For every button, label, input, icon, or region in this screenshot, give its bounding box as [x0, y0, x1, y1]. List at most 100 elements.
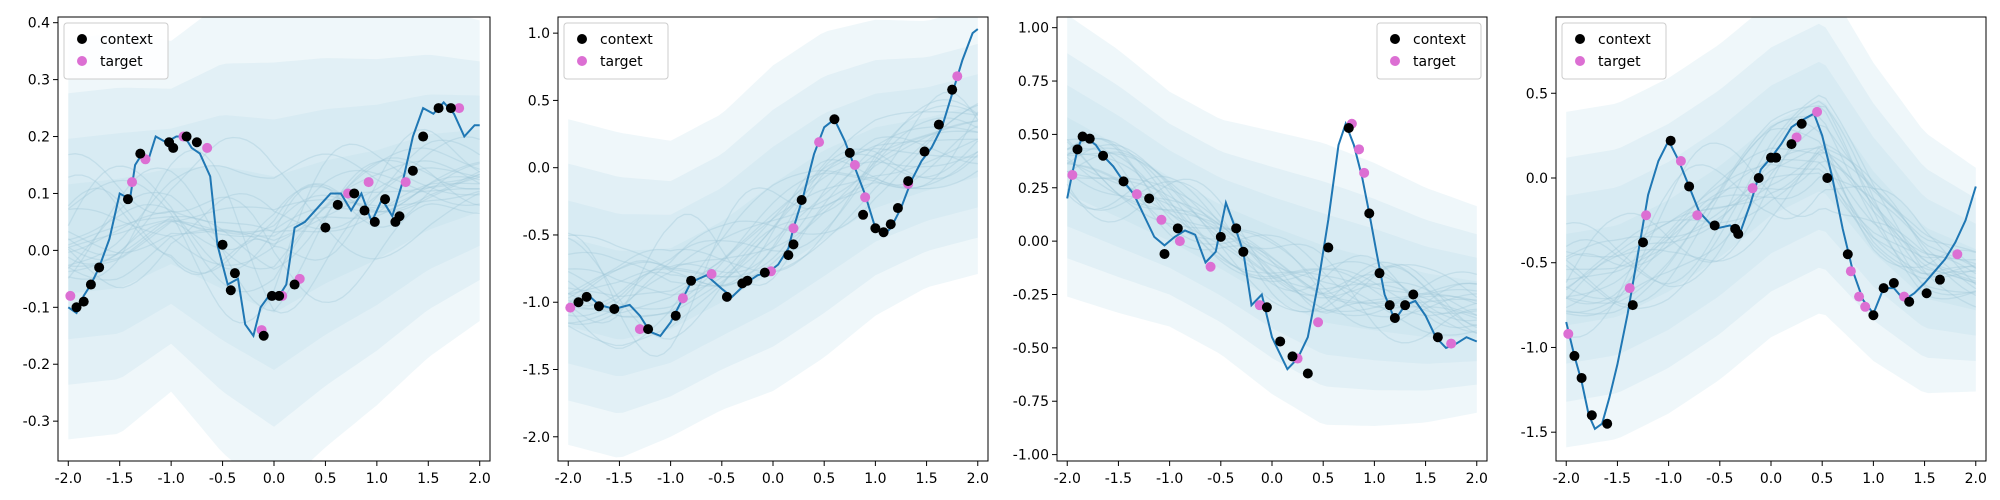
- uncertainty-band: [68, 94, 480, 370]
- uncertainty-band: [68, 17, 480, 461]
- context-point: [168, 142, 179, 153]
- context-point: [266, 290, 277, 301]
- uncertainty-band: [1067, 53, 1477, 391]
- context-point: [258, 330, 269, 341]
- x-tick-label: -1.0: [1655, 471, 1682, 487]
- context-point: [1084, 133, 1095, 144]
- context-point: [796, 194, 807, 205]
- sample-path: [67, 159, 480, 312]
- context-point: [643, 324, 654, 335]
- x-tick-label: -1.5: [1105, 471, 1132, 487]
- context-point: [418, 131, 429, 142]
- sample-path: [567, 110, 978, 347]
- context-point: [1878, 283, 1889, 294]
- plot-area: [65, 17, 481, 461]
- context-point: [1287, 351, 1298, 362]
- sample-path: [1066, 175, 1477, 344]
- context-point: [573, 297, 584, 308]
- sample-path: [67, 139, 481, 289]
- legend-marker-target: [77, 56, 87, 66]
- uncertainty-band: [568, 74, 978, 376]
- context-point: [1602, 418, 1613, 429]
- sample-path: [67, 157, 480, 270]
- sample-path: [568, 117, 979, 317]
- sample-path: [68, 169, 480, 266]
- plot-area: [1563, 17, 1977, 448]
- context-point: [1215, 231, 1226, 242]
- subplot-3: -2.0 -1.5 -1.0 -0.5 0.0 0.5 1.0 1.5 2.0 -1.00 -0.7…: [1013, 16, 1488, 487]
- context-point: [609, 303, 620, 314]
- context-point: [1753, 172, 1764, 183]
- sample-path: [1566, 115, 1976, 304]
- context-point: [135, 148, 146, 159]
- y-tick-label: 0.25: [1018, 181, 1049, 197]
- context-point: [885, 219, 896, 230]
- uncertainty-band: [1566, 17, 1976, 448]
- y-tick-label: -0.50: [1013, 341, 1049, 357]
- sample-path: [68, 170, 480, 249]
- target-point: [1205, 261, 1216, 272]
- context-point: [349, 188, 360, 199]
- legend-label-target: target: [1598, 54, 1641, 70]
- x-tick-label: -0.5: [1207, 471, 1234, 487]
- context-point: [433, 103, 444, 114]
- sample-path: [67, 176, 480, 270]
- context-point: [445, 103, 456, 114]
- context-point: [892, 203, 903, 214]
- sample-path: [1565, 151, 1976, 309]
- target-point: [677, 293, 688, 304]
- context-point: [225, 285, 236, 296]
- context-point: [670, 310, 681, 321]
- sample-path: [68, 136, 481, 273]
- x-tick-label: -1.0: [157, 471, 184, 487]
- uncertainty-band: [1067, 117, 1477, 338]
- x-tick-label: 2.0: [1466, 471, 1488, 487]
- context-point: [870, 223, 881, 234]
- sample-path: [67, 175, 480, 265]
- target-point: [1354, 144, 1365, 155]
- target-point: [1624, 283, 1635, 294]
- context-point: [1888, 278, 1899, 289]
- x-tick-label: 1.5: [417, 471, 439, 487]
- plot-area: [565, 17, 979, 458]
- y-tick-label: 0.0: [1526, 171, 1548, 187]
- legend-label-target: target: [100, 54, 143, 70]
- x-tick-label: 1.5: [1913, 471, 1935, 487]
- context-point: [1172, 223, 1183, 234]
- legend-marker-target: [1575, 56, 1585, 66]
- context-point: [289, 279, 300, 290]
- legend-box: [1376, 22, 1482, 80]
- target-point: [1812, 106, 1823, 117]
- context-point: [1098, 150, 1109, 161]
- y-tick-label: -0.5: [523, 228, 550, 244]
- x-tick-label: 0.5: [1312, 471, 1334, 487]
- x-tick-label: -1.5: [1604, 471, 1631, 487]
- sample-path: [1565, 151, 1977, 291]
- legend-marker-context: [577, 34, 587, 44]
- context-point: [1786, 139, 1797, 150]
- target-point: [400, 177, 411, 188]
- y-tick-label: -1.00: [1013, 448, 1049, 464]
- sample-path: [68, 173, 480, 254]
- context-point: [858, 209, 869, 220]
- x-tick-label: 0.0: [1760, 471, 1782, 487]
- sample-path: [1566, 145, 1977, 281]
- target-point: [1313, 317, 1324, 328]
- context-point: [1796, 118, 1807, 129]
- x-tick-label: 2.0: [1965, 471, 1987, 487]
- context-point: [1072, 144, 1083, 155]
- legend-marker-context: [77, 34, 87, 44]
- sample-path: [67, 128, 481, 276]
- context-point: [1822, 172, 1833, 183]
- x-tick-label: 0.0: [263, 471, 285, 487]
- context-point: [1733, 228, 1744, 239]
- target-point: [127, 177, 138, 188]
- context-point: [1432, 332, 1443, 343]
- legend-box: [1561, 22, 1667, 80]
- target-point: [1791, 132, 1802, 143]
- sample-path: [68, 153, 480, 304]
- sample-path: [568, 120, 978, 324]
- sample-path: [1566, 143, 1977, 262]
- x-tick-label: 0.5: [813, 471, 835, 487]
- context-point: [1868, 310, 1879, 321]
